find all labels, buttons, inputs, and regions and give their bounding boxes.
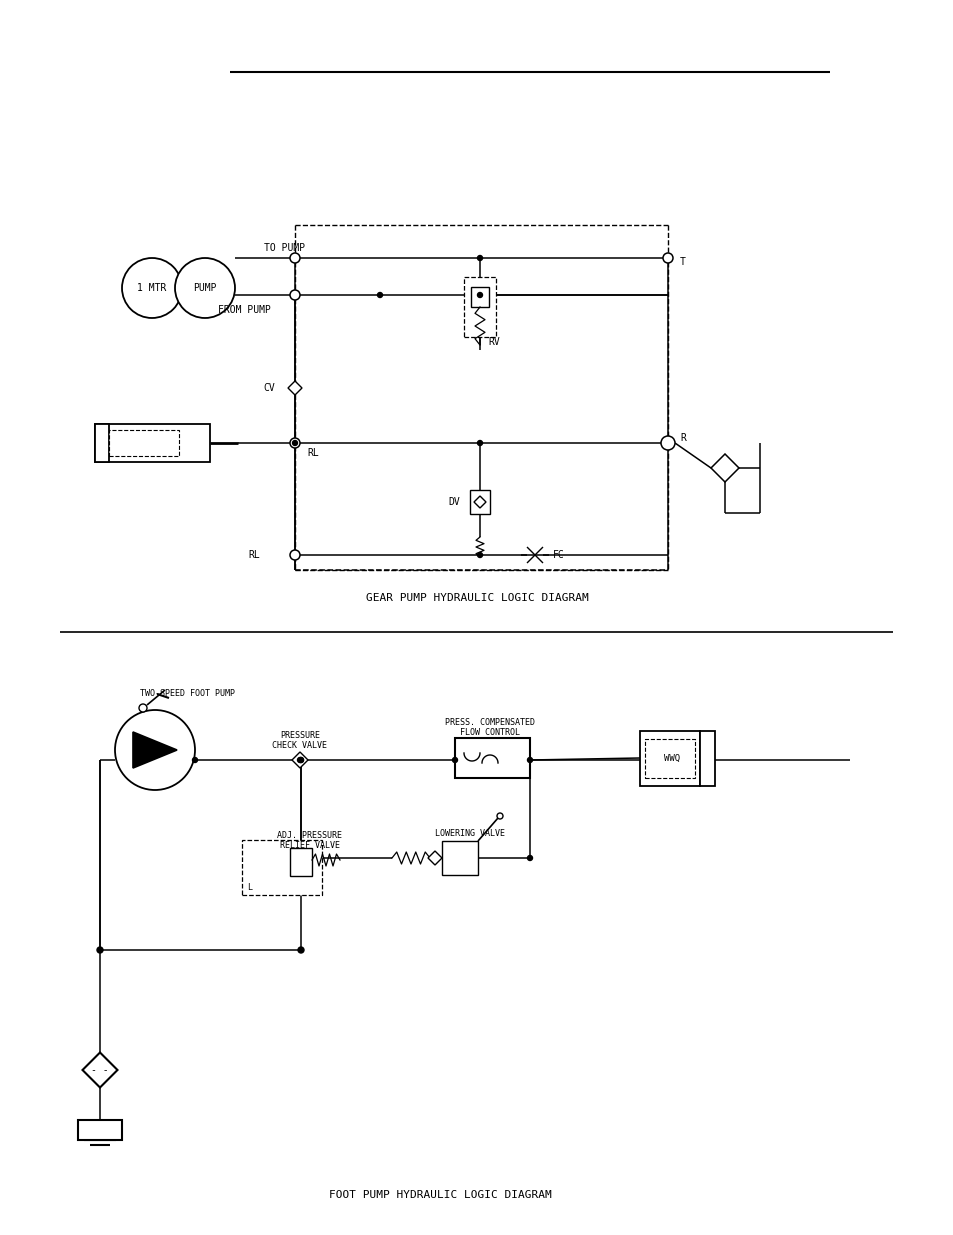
Text: T: T: [679, 257, 685, 267]
Text: RV: RV: [488, 337, 499, 347]
Circle shape: [497, 813, 502, 819]
Text: TWO-SPEED FOOT PUMP: TWO-SPEED FOOT PUMP: [140, 688, 234, 698]
Polygon shape: [132, 732, 177, 768]
Bar: [455, 739, 530, 778]
Circle shape: [293, 441, 297, 446]
Circle shape: [297, 757, 302, 762]
Text: CHECK VALVE: CHECK VALVE: [273, 741, 327, 750]
Circle shape: [290, 550, 299, 559]
Circle shape: [377, 293, 382, 298]
Circle shape: [193, 757, 197, 762]
Text: FC: FC: [553, 550, 564, 559]
Text: WWQ: WWQ: [663, 753, 679, 762]
Circle shape: [115, 710, 194, 790]
Bar: [463, 277, 496, 337]
Bar: [639, 731, 700, 785]
Text: DV: DV: [448, 496, 459, 508]
Circle shape: [477, 256, 482, 261]
Bar: [644, 739, 695, 778]
Bar: [95, 424, 210, 462]
Text: L: L: [247, 883, 252, 893]
Polygon shape: [82, 1052, 117, 1088]
Text: PUMP: PUMP: [193, 283, 216, 293]
Circle shape: [527, 757, 532, 762]
Circle shape: [174, 258, 234, 317]
Circle shape: [477, 552, 482, 557]
Text: PRESSURE: PRESSURE: [280, 730, 319, 740]
Bar: [441, 841, 477, 876]
Bar: [109, 430, 179, 456]
Text: - -: - -: [91, 1065, 109, 1074]
Circle shape: [662, 253, 672, 263]
Text: CV: CV: [263, 383, 274, 393]
Polygon shape: [474, 496, 485, 508]
Circle shape: [290, 253, 299, 263]
Circle shape: [139, 704, 147, 713]
Circle shape: [122, 258, 182, 317]
Circle shape: [660, 436, 675, 450]
Circle shape: [477, 441, 482, 446]
Circle shape: [297, 947, 304, 953]
Circle shape: [298, 757, 303, 762]
Text: RELIEF VALVE: RELIEF VALVE: [280, 841, 339, 850]
Bar: [471, 287, 489, 308]
Bar: [290, 848, 312, 876]
Circle shape: [290, 290, 299, 300]
Bar: [95, 424, 109, 462]
Text: 1 MTR: 1 MTR: [137, 283, 167, 293]
Bar: [78, 1120, 122, 1140]
Polygon shape: [710, 454, 739, 482]
Text: R: R: [679, 433, 685, 443]
Text: FLOW CONTROL: FLOW CONTROL: [459, 727, 519, 736]
Text: FOOT PUMP HYDRAULIC LOGIC DIAGRAM: FOOT PUMP HYDRAULIC LOGIC DIAGRAM: [328, 1191, 551, 1200]
Circle shape: [452, 757, 457, 762]
Polygon shape: [288, 382, 302, 395]
Text: TO PUMP: TO PUMP: [264, 243, 305, 253]
Circle shape: [298, 757, 303, 762]
Text: FROM PUMP: FROM PUMP: [218, 305, 271, 315]
Text: RL: RL: [248, 550, 260, 559]
Circle shape: [527, 856, 532, 861]
Bar: [242, 840, 322, 895]
Text: ADJ. PRESSURE: ADJ. PRESSURE: [277, 830, 342, 840]
Text: RL: RL: [307, 448, 318, 458]
Text: LOWERING VALVE: LOWERING VALVE: [435, 829, 504, 837]
Bar: [700, 731, 714, 785]
Circle shape: [97, 947, 103, 953]
Text: GEAR PUMP HYDRAULIC LOGIC DIAGRAM: GEAR PUMP HYDRAULIC LOGIC DIAGRAM: [365, 593, 588, 603]
Polygon shape: [292, 752, 308, 768]
Polygon shape: [428, 851, 441, 864]
Circle shape: [477, 293, 482, 298]
Text: PRESS. COMPENSATED: PRESS. COMPENSATED: [444, 718, 535, 726]
Circle shape: [290, 438, 299, 448]
Bar: [470, 490, 490, 514]
